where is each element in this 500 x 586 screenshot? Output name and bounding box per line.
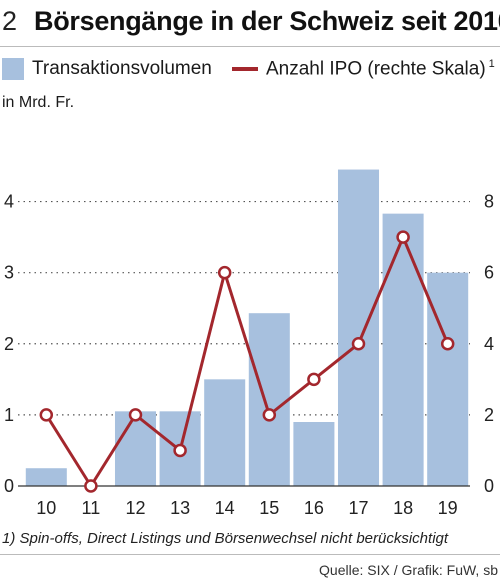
x-tick-label: 13 [170, 498, 190, 518]
bar-14 [204, 379, 246, 486]
y-tick-label: 4 [4, 192, 14, 212]
legend-footnote-marker: 1 [488, 58, 495, 70]
legend-line-label: Anzahl IPO (rechte Skala) 1 [266, 58, 495, 80]
legend-bar-swatch [2, 58, 24, 80]
bar-17 [337, 169, 380, 487]
y-tick-label: 1 [4, 405, 14, 425]
x-tick-label: 14 [215, 498, 235, 518]
bar-18 [382, 213, 424, 486]
y2-tick-label: 0 [484, 476, 494, 496]
x-tick-label: 12 [125, 498, 145, 518]
ipo-point-19 [440, 337, 455, 351]
bar-15 [248, 313, 290, 486]
legend-bar-label: Transaktionsvolumen [32, 58, 212, 79]
x-tick-label: 17 [348, 498, 368, 518]
x-tick-label: 15 [259, 498, 279, 518]
y2-tick-label: 2 [484, 405, 494, 425]
bar-12 [114, 411, 157, 486]
ipo-point-11 [84, 479, 98, 493]
y2-tick-label: 8 [484, 192, 494, 212]
x-tick-label: 10 [36, 498, 56, 518]
chart-number: 2 [2, 6, 18, 36]
ipo-point-17 [351, 337, 366, 351]
ipo-line [45, 235, 450, 488]
bottom-rule [0, 554, 500, 555]
bar-10 [25, 468, 67, 486]
bar-19 [427, 272, 469, 486]
chart-header: 2 Börsengänge in der Schweiz seit 2010 [0, 0, 500, 46]
chart-title: Börsengänge in der Schweiz seit 2010 [34, 6, 500, 36]
y-tick-label: 3 [4, 263, 14, 283]
ipo-point-14 [217, 265, 232, 280]
footnote: 1) Spin-offs, Direct Listings und Börsen… [2, 530, 449, 547]
ipo-point-18 [396, 230, 410, 244]
legend-line-text: Anzahl IPO (rechte Skala) [266, 58, 486, 80]
x-tick-label: 19 [438, 498, 458, 518]
x-tick-label: 11 [82, 498, 101, 518]
y-tick-label: 0 [4, 476, 14, 496]
ipo-point-13 [173, 443, 187, 458]
x-tick-label: 18 [393, 498, 413, 518]
source-credit: Quelle: SIX / Grafik: FuW, sb [319, 562, 498, 578]
ipo-point-12 [128, 408, 143, 422]
y2-tick-label: 4 [484, 334, 494, 354]
legend: Transaktionsvolumen Anzahl IPO (rechte S… [0, 54, 500, 84]
bar-16 [293, 422, 335, 486]
ipo-point-15 [262, 408, 277, 422]
y-axis-unit-label: in Mrd. Fr. [2, 94, 75, 111]
y-tick-label: 2 [4, 334, 14, 354]
y2-tick-label: 6 [484, 263, 494, 283]
top-rule [0, 46, 500, 47]
ipo-point-16 [307, 372, 321, 387]
ipo-point-10 [39, 408, 54, 422]
x-tick-label: 16 [304, 498, 324, 518]
legend-line-swatch [232, 67, 258, 71]
